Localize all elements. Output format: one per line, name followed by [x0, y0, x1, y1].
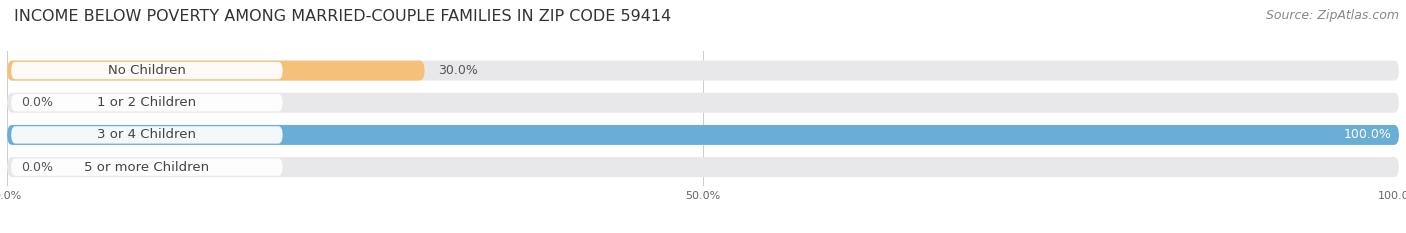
Text: 3 or 4 Children: 3 or 4 Children [97, 128, 197, 141]
FancyBboxPatch shape [11, 158, 283, 176]
Text: INCOME BELOW POVERTY AMONG MARRIED-COUPLE FAMILIES IN ZIP CODE 59414: INCOME BELOW POVERTY AMONG MARRIED-COUPL… [14, 9, 671, 24]
FancyBboxPatch shape [11, 94, 283, 111]
Text: No Children: No Children [108, 64, 186, 77]
FancyBboxPatch shape [7, 125, 1399, 145]
Text: 1 or 2 Children: 1 or 2 Children [97, 96, 197, 109]
Text: 100.0%: 100.0% [1344, 128, 1392, 141]
Text: 5 or more Children: 5 or more Children [84, 161, 209, 174]
FancyBboxPatch shape [7, 61, 1399, 81]
Text: Source: ZipAtlas.com: Source: ZipAtlas.com [1265, 9, 1399, 22]
FancyBboxPatch shape [7, 61, 425, 81]
FancyBboxPatch shape [7, 93, 1399, 113]
Text: 30.0%: 30.0% [439, 64, 478, 77]
FancyBboxPatch shape [7, 157, 1399, 177]
FancyBboxPatch shape [11, 126, 283, 144]
FancyBboxPatch shape [7, 125, 1399, 145]
Text: 0.0%: 0.0% [21, 161, 53, 174]
Text: 0.0%: 0.0% [21, 96, 53, 109]
FancyBboxPatch shape [11, 62, 283, 79]
